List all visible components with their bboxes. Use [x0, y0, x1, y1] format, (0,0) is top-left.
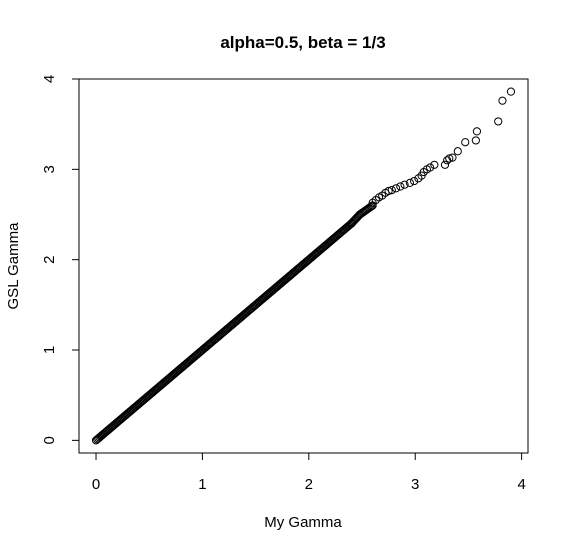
data-point	[471, 136, 480, 145]
data-point	[443, 156, 452, 165]
data-point	[494, 117, 503, 126]
y-tick-label: 2	[41, 256, 58, 264]
data-point	[384, 186, 393, 196]
data-point	[461, 138, 470, 147]
y-tick-label: 1	[41, 346, 58, 354]
x-tick-label: 2	[305, 476, 313, 493]
y-axis: 0 1 2 3 4	[41, 75, 80, 445]
data-point	[366, 203, 375, 212]
x-tick-label: 4	[517, 476, 525, 493]
y-tick-label: 3	[41, 165, 58, 173]
y-axis-label: GSL Gamma	[5, 222, 22, 310]
x-tick-label: 1	[198, 476, 206, 493]
data-point	[426, 163, 435, 172]
x-axis-label: My Gamma	[264, 514, 342, 531]
data-point	[506, 87, 516, 96]
data-point	[498, 96, 507, 105]
data-point	[367, 202, 376, 211]
data-point	[410, 176, 419, 186]
data-point	[405, 178, 414, 187]
data-point	[430, 160, 439, 169]
data-point	[472, 127, 482, 136]
data-point	[391, 184, 401, 193]
data-point	[453, 147, 462, 156]
x-tick-label: 3	[411, 476, 419, 493]
data-point	[387, 186, 396, 195]
x-axis: 0 1 2 3 4	[92, 452, 526, 493]
y-tick-label: 0	[41, 436, 58, 444]
data-point	[396, 182, 405, 191]
data-points	[91, 87, 516, 445]
x-tick-label: 0	[92, 476, 100, 493]
data-point	[400, 180, 409, 189]
chart-title: alpha=0.5, beta = 1/3	[220, 33, 385, 52]
data-point	[445, 154, 454, 163]
y-tick-label: 4	[41, 75, 58, 83]
data-point	[440, 160, 450, 169]
data-point	[448, 153, 457, 162]
